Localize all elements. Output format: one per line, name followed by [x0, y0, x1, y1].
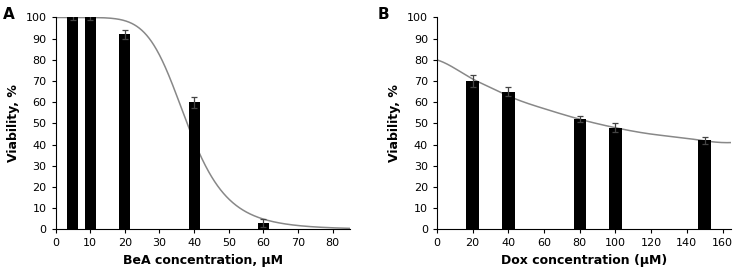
Text: A: A — [2, 7, 14, 22]
Bar — [609, 128, 622, 229]
X-axis label: BeA concentration, μM: BeA concentration, μM — [123, 254, 283, 267]
Bar — [699, 141, 711, 229]
Bar — [466, 81, 479, 229]
Bar — [84, 18, 96, 229]
Y-axis label: Viability, %: Viability, % — [388, 85, 402, 162]
Bar — [119, 35, 130, 229]
Bar — [574, 119, 586, 229]
Text: B: B — [378, 7, 390, 22]
Bar — [258, 223, 269, 229]
Bar — [67, 18, 79, 229]
Bar — [188, 102, 199, 229]
X-axis label: Dox concentration (μM): Dox concentration (μM) — [501, 254, 668, 267]
Bar — [502, 92, 514, 229]
Y-axis label: Viability, %: Viability, % — [7, 85, 20, 162]
